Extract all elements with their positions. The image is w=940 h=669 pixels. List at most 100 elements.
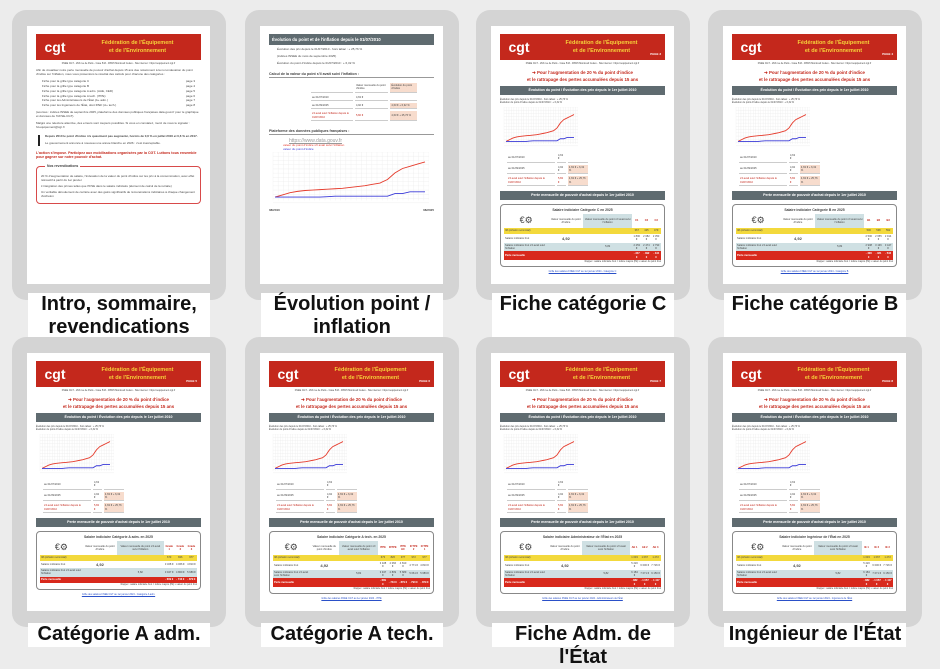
toc-item[interactable]: Fiche pour la grille type catégorie B pag…: [42, 83, 195, 89]
point-value-table: Valeur mensuelle du point d'indice Évolut…: [309, 81, 419, 123]
salary-grid-link[interactable]: Grille des salaires FNEE CGT au 1er janv…: [81, 592, 156, 596]
address-line: FNEE CGT - 263 rue de Paris - Case 543 -…: [61, 389, 176, 392]
point-inflation-chart: [39, 433, 115, 474]
document-card-8[interactable]: cgt Fédération de l'Équipement et de l'Env…: [708, 337, 922, 627]
salary-cell: - 882 €: [631, 579, 638, 586]
document-page-thumbnail[interactable]: cgt Fédération de l'Équipement et de l'Env…: [723, 26, 906, 284]
page-number: PAGE 4: [882, 52, 893, 57]
salary-cell: 1 272: [652, 556, 659, 560]
document-card-5[interactable]: cgt Fédération de l'Équipement et de l'Env…: [12, 337, 226, 627]
document-card-1[interactable]: cgt Fédération de l'Équipement et de l'Env…: [12, 10, 226, 300]
document-page-thumbnail[interactable]: cgt Fédération de l'Équipement et de l'Env…: [491, 26, 674, 284]
document-caption: Évolution point / inflation: [261, 293, 443, 341]
table-cell: 4,63 € + 25,76 %: [800, 504, 818, 511]
document-page-thumbnail[interactable]: cgt Fédération de l'Équipement et de l'Env…: [27, 26, 210, 284]
table-cell: s'il avait suivi l'inflation depuis le 0…: [508, 504, 545, 511]
salary-cell: 3 328 €: [164, 562, 174, 566]
document-page-thumbnail[interactable]: cgt Fédération de l'Équipement et de l'Env…: [723, 353, 906, 611]
page-number: PAGE 5: [186, 379, 197, 384]
price-evolution: Évolution des prix depuis le 01/07/2010 …: [732, 97, 800, 101]
document-card-6[interactable]: cgt Fédération de l'Équipement et de l'Env…: [245, 337, 459, 627]
toc-page: page 4: [185, 83, 195, 88]
grade-header: IE 1: [864, 546, 869, 550]
salary-cell: 4 771 €: [409, 563, 418, 567]
salary-cell: - 882 €: [863, 579, 870, 586]
document-card-2[interactable]: Évolution du point et de l'inflation dep…: [245, 10, 459, 300]
section-band: Évolution du point / Évolution des prix …: [500, 86, 665, 95]
salary-grid-link[interactable]: Grille des salaires FNEE CGT au 1er janv…: [542, 597, 623, 601]
euro-gear-icon: €⚙: [284, 542, 298, 553]
point-inflation-chart: [735, 433, 811, 474]
address-line: FNEE CGT - 263 rue de Paris - Case 543 -…: [757, 62, 872, 65]
magnifier-point-value: 4,92: [562, 235, 570, 241]
section-band: Évolution du point / Évolution des prix …: [269, 413, 434, 422]
salary-cell: 4 810 €: [420, 563, 429, 567]
toc-item[interactable]: Fiche pour les Ingénieurs de l'État, don…: [42, 103, 195, 108]
toc-page: page 8: [185, 103, 195, 108]
row-label: Perte mensuelle: [505, 253, 525, 257]
row-label: Perte mensuelle: [737, 253, 757, 257]
salary-cell: 5 220 €: [631, 561, 638, 569]
document-page-thumbnail[interactable]: cgt Fédération de l'Équipement et de l'Env…: [260, 353, 443, 611]
toc-item[interactable]: Fiche pour la grille type catégorie A ad…: [42, 88, 195, 94]
page-header: cgt Fédération de l'Équipement et de l'Env…: [500, 34, 665, 60]
data-gouv-link[interactable]: https://www.data.gouv.fr: [289, 137, 342, 144]
salary-cell: 500: [866, 229, 871, 233]
salary-table: €⚙ Valeur mensuelle du point d'indice Vale…: [736, 541, 893, 588]
table-cell: s'il avait suivi l'inflation depuis le 0…: [44, 504, 81, 511]
salary-grid-link[interactable]: Grille des salaires FNEE CGT au 1er janv…: [548, 270, 617, 274]
salary-grid-link[interactable]: Grille des salaires FNEE CGT au 1er janv…: [776, 597, 853, 601]
row-label: Salaire indiciaire brut: [737, 563, 762, 567]
salary-cell: 425: [644, 229, 649, 233]
salary-grid-link[interactable]: Grille des salaires FNEE CGT au 1er janv…: [321, 597, 382, 601]
section-band: Évolution du point / Évolution des prix …: [500, 413, 665, 422]
platform-heading: Plateforme des données publiques françai…: [269, 129, 434, 135]
toc-page: page 3: [185, 78, 195, 83]
row-label: IM (échelon sommital): [505, 556, 531, 560]
salary-cell: 7 726 €: [883, 563, 892, 567]
evolution-bullet: Évolution du point d'indice depuis le 01…: [277, 61, 355, 66]
salary-box: Salaire indiciaire Catégorie C en 2025 €⚙…: [500, 203, 665, 268]
toc-label: Fiche pour la grille type catégorie A ad…: [42, 88, 114, 93]
point-series-line: [738, 464, 806, 469]
org-line-2: et de l'Environnement: [572, 375, 631, 381]
evolution-lines: Évolution des prix depuis le 01/07/2010 …: [36, 425, 201, 431]
document-caption: Fiche catégorie B: [724, 293, 906, 341]
point-series-line: [506, 464, 574, 469]
document-card-7[interactable]: cgt Fédération de l'Équipement et de l'Env…: [476, 337, 690, 627]
toc-item[interactable]: Fiche pour les Administrateurs de l'État…: [42, 99, 195, 103]
document-page-thumbnail[interactable]: cgt Fédération de l'Équipement et de l'Env…: [491, 353, 674, 611]
salary-table: €⚙ Valeur mensuelle du point d'indice Vale…: [504, 541, 661, 588]
document-page-thumbnail[interactable]: cgt Fédération de l'Équipement et de l'Env…: [27, 353, 210, 611]
toc-label: Fiche pour la grille type catégorie A te…: [42, 93, 106, 98]
col-header: Valeur mensuelle du point d'indice: [355, 83, 386, 91]
document-caption: Fiche Adm. de l'État: [492, 623, 674, 668]
table-cell: 4,63 € + 25,76 %: [568, 504, 586, 511]
row-label: IM (échelon sommital): [505, 229, 531, 233]
chart-row: au 01/07/2010 4,63 € au 01/09/2025 4,92 € 4,…: [269, 433, 434, 515]
table-cell: au 01/09/2025: [44, 494, 61, 498]
chart-row: au 01/07/2010 4,63 € au 01/09/2025 4,92 € 4,…: [732, 433, 897, 515]
salary-grid-link[interactable]: Grille des salaires FNEE CGT au 1er janv…: [780, 270, 849, 274]
salary-box: Salaire indiciaire Ingénieur de l'État e…: [732, 530, 897, 595]
document-card-4[interactable]: cgt Fédération de l'Équipement et de l'Env…: [708, 10, 922, 300]
row-label: IM (échelon sommital): [274, 556, 300, 560]
document-card-3[interactable]: cgt Fédération de l'Équipement et de l'Env…: [476, 10, 690, 300]
toc-item[interactable]: Fiche pour la grille type catégorie A te…: [42, 93, 195, 99]
salary-title: Salaire indiciaire Catégorie C en 2025: [552, 207, 613, 212]
salary-cell: 2 082 €: [643, 234, 650, 242]
grade-header: B3: [886, 219, 890, 223]
salary-cell: - 879 €: [399, 580, 408, 584]
point-evolution: Évolution du point d'indice depuis le 01…: [500, 427, 563, 431]
point-value-table: au 01/07/2010 4,63 € au 01/09/2025 4,92 € 4,…: [737, 151, 822, 188]
section-band: Évolution du point / Évolution des prix …: [36, 413, 201, 422]
grade-header: Grade 2: [176, 544, 185, 552]
salary-cell: - 879 €: [420, 580, 429, 584]
slogan-line-1: ➜ Pour l'augmentation de 20 % du point d…: [764, 397, 865, 403]
salary-table: €⚙ Valeur mensuelle du point d'indice Vale…: [40, 541, 197, 583]
point-evolution: Évolution du point d'indice depuis le 01…: [732, 427, 795, 431]
page-header: cgt Fédération de l'Équipement et de l'Env…: [732, 34, 897, 60]
toc-item[interactable]: Fiche pour la grille type catégorie C pag…: [42, 78, 195, 84]
document-page-thumbnail[interactable]: Évolution du point et de l'inflation dep…: [260, 26, 443, 284]
salary-cell: - 347 €: [633, 252, 640, 259]
